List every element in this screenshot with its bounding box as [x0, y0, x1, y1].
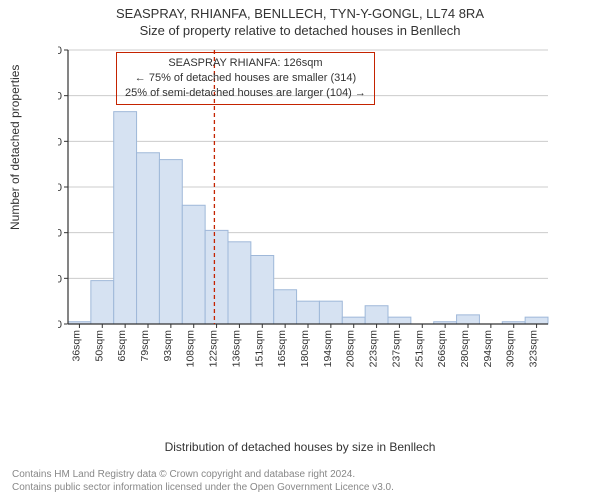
svg-text:151sqm: 151sqm — [253, 330, 265, 368]
callout-line3: 25% of semi-detached houses are larger (… — [125, 86, 366, 101]
svg-text:294sqm: 294sqm — [482, 330, 494, 368]
attribution-text: Contains HM Land Registry data © Crown c… — [12, 469, 394, 494]
svg-text:194sqm: 194sqm — [322, 330, 334, 368]
svg-text:136sqm: 136sqm — [230, 330, 242, 368]
svg-text:93sqm: 93sqm — [162, 330, 174, 362]
svg-text:100: 100 — [58, 91, 62, 103]
svg-text:180sqm: 180sqm — [299, 330, 311, 368]
chart-title-line2: Size of property relative to detached ho… — [0, 21, 600, 38]
callout-line1: SEASPRAY RHIANFA: 126sqm — [125, 56, 366, 71]
svg-text:80: 80 — [58, 136, 62, 148]
svg-text:108sqm: 108sqm — [185, 330, 197, 368]
svg-text:280sqm: 280sqm — [459, 330, 471, 368]
x-axis-label: Distribution of detached houses by size … — [0, 440, 600, 454]
svg-text:50sqm: 50sqm — [93, 330, 105, 362]
svg-text:60: 60 — [58, 182, 62, 194]
svg-text:165sqm: 165sqm — [276, 330, 288, 368]
attribution-line2: Contains public sector information licen… — [12, 482, 394, 495]
chart-title-line1: SEASPRAY, RHIANFA, BENLLECH, TYN-Y-GONGL… — [0, 0, 600, 21]
svg-text:0: 0 — [58, 319, 62, 331]
svg-text:20: 20 — [58, 273, 62, 285]
svg-text:208sqm: 208sqm — [345, 330, 357, 368]
svg-text:40: 40 — [58, 228, 62, 240]
svg-text:36sqm: 36sqm — [70, 330, 82, 362]
svg-text:266sqm: 266sqm — [436, 330, 448, 368]
svg-text:65sqm: 65sqm — [116, 330, 128, 362]
callout-line2: ← 75% of detached houses are smaller (31… — [125, 71, 366, 86]
attribution-line1: Contains HM Land Registry data © Crown c… — [12, 469, 394, 482]
svg-text:251sqm: 251sqm — [413, 330, 425, 368]
svg-text:79sqm: 79sqm — [139, 330, 151, 362]
svg-text:237sqm: 237sqm — [390, 330, 402, 368]
callout-box: SEASPRAY RHIANFA: 126sqm ← 75% of detach… — [116, 52, 375, 105]
svg-text:309sqm: 309sqm — [505, 330, 517, 368]
svg-text:223sqm: 223sqm — [368, 330, 380, 368]
svg-text:323sqm: 323sqm — [528, 330, 540, 368]
svg-text:122sqm: 122sqm — [208, 330, 220, 368]
svg-text:120: 120 — [58, 45, 62, 57]
y-axis-label: Number of detached properties — [8, 65, 22, 230]
